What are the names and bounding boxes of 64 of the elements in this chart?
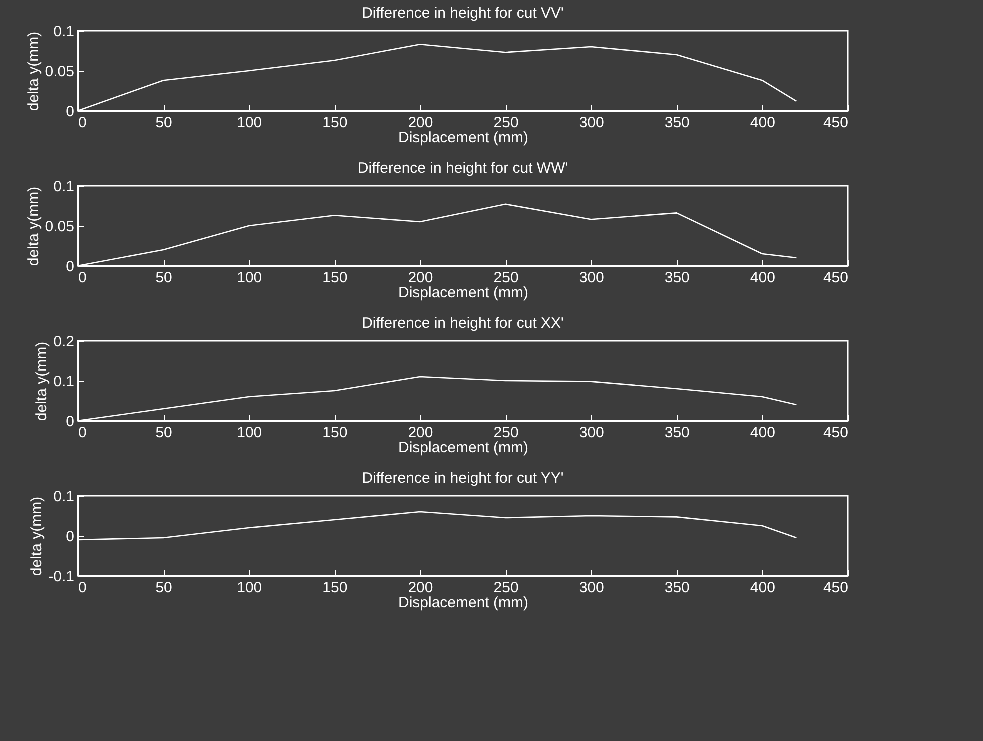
x-tick-label: 200	[408, 114, 434, 132]
chart-title: Difference in height for cut WW'	[358, 160, 568, 177]
x-tick-label: 450	[823, 114, 848, 132]
x-tick-label: 100	[237, 424, 262, 442]
x-tick-label: 450	[823, 580, 848, 596]
x-tick-label: 250	[494, 424, 519, 442]
x-tick-label: 100	[237, 270, 262, 286]
x-tick-label: 150	[322, 270, 348, 286]
x-tick-label: 50	[156, 114, 172, 132]
y-tick-label: 0	[66, 258, 74, 276]
chart-title: Difference in height for cut YY'	[362, 470, 564, 487]
y-tick-label: 0.1	[54, 24, 74, 40]
x-axis-title: Displacement (mm)	[398, 130, 529, 146]
x-tick-label: 0	[78, 270, 87, 286]
x-tick-label: 300	[579, 580, 604, 596]
y-tick-label: 0.1	[54, 374, 74, 390]
y-tick-label: 0.05	[45, 218, 74, 236]
x-tick-label: 200	[408, 270, 434, 286]
y-tick-label: 0	[66, 528, 74, 546]
x-tick-label: 150	[322, 424, 348, 442]
x-tick-label: 400	[750, 580, 776, 596]
chart-title: Difference in height for cut XX'	[362, 315, 564, 332]
x-tick-label: 50	[156, 270, 172, 286]
y-tick-label: 0.1	[54, 488, 74, 506]
x-axis-title: Displacement (mm)	[398, 440, 529, 456]
x-tick-label: 450	[823, 424, 848, 442]
x-axis-title: Displacement (mm)	[398, 284, 529, 302]
y-axis-title: delta y(mm)	[25, 186, 42, 266]
x-tick-label: 250	[494, 580, 519, 596]
x-tick-label: 400	[750, 114, 776, 132]
x-tick-label: 0	[78, 114, 87, 132]
chart-title: Difference in height for cut VV'	[362, 5, 564, 22]
x-tick-label: 300	[579, 424, 604, 442]
y-tick-label: 0.1	[54, 178, 74, 196]
x-tick-label: 200	[408, 424, 434, 442]
x-tick-label: 350	[664, 114, 690, 132]
x-tick-label: 50	[156, 424, 172, 442]
y-tick-label: 0	[66, 104, 74, 120]
x-tick-label: 250	[494, 114, 519, 132]
x-tick-label: 0	[78, 424, 87, 442]
x-tick-label: 400	[750, 424, 776, 442]
x-tick-label: 150	[322, 580, 348, 596]
x-tick-label: 100	[237, 580, 262, 596]
x-tick-label: 450	[823, 270, 848, 286]
x-tick-label: 350	[664, 270, 690, 286]
y-tick-label: 0.2	[54, 334, 74, 350]
x-tick-label: 0	[78, 580, 87, 596]
x-axis-title: Displacement (mm)	[398, 594, 529, 612]
x-tick-label: 350	[664, 580, 690, 596]
x-tick-label: 350	[664, 424, 690, 442]
x-tick-label: 200	[408, 580, 434, 596]
y-axis-title: delta y(mm)	[34, 342, 51, 422]
x-tick-label: 300	[579, 114, 604, 132]
x-tick-label: 300	[579, 270, 604, 286]
x-tick-label: 250	[494, 270, 519, 286]
y-tick-label: 0	[66, 414, 74, 430]
y-axis-title: delta y(mm)	[28, 496, 46, 576]
x-tick-label: 400	[750, 270, 776, 286]
x-tick-label: 150	[322, 114, 348, 132]
x-tick-label: 100	[237, 114, 262, 132]
y-tick-label: -0.1	[48, 568, 74, 586]
x-tick-label: 50	[156, 580, 172, 596]
y-tick-label: 0.05	[45, 64, 74, 80]
y-axis-title: delta y(mm)	[25, 32, 42, 112]
